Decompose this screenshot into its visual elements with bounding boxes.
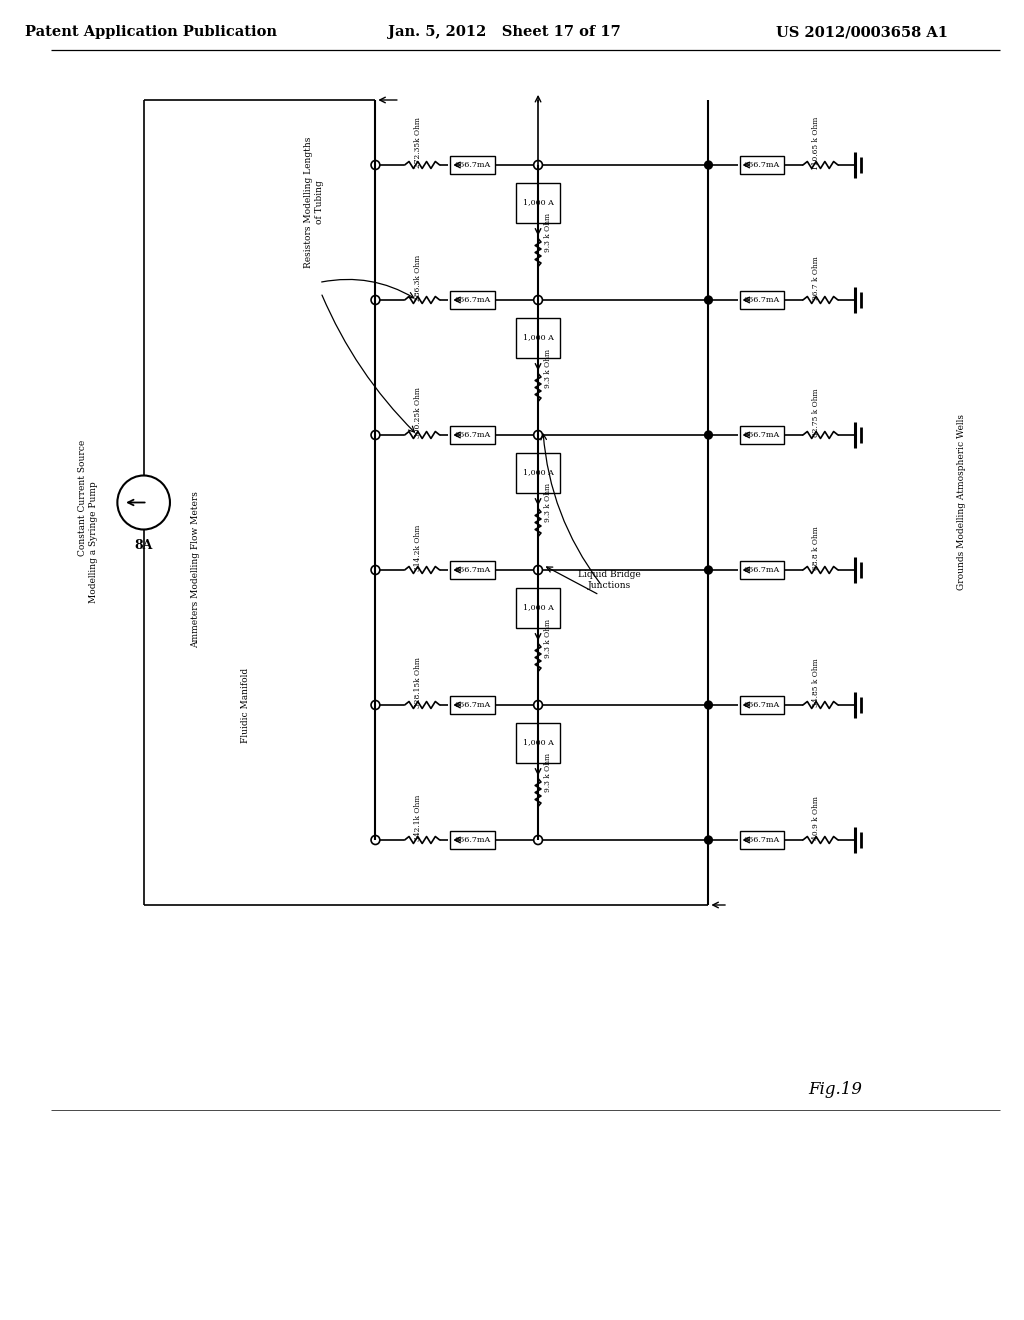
Text: 9.3 k Ohm: 9.3 k Ohm [544, 214, 552, 252]
Text: 96.7 k Ohm: 96.7 k Ohm [812, 256, 820, 300]
Text: 666.7mA: 666.7mA [455, 836, 490, 843]
Text: Constant Current Source: Constant Current Source [78, 440, 87, 556]
Text: Grounds Modelling Atmospheric Wells: Grounds Modelling Atmospheric Wells [957, 414, 967, 590]
Text: 68.8 k Ohm: 68.8 k Ohm [812, 527, 820, 570]
Text: 342.1k Ohm: 342.1k Ohm [414, 795, 422, 841]
Text: 8A: 8A [134, 539, 153, 552]
Text: 1,000 A: 1,000 A [522, 738, 554, 747]
Text: 54.85 k Ohm: 54.85 k Ohm [812, 659, 820, 708]
Circle shape [705, 161, 713, 169]
Text: 300.25k Ohm: 300.25k Ohm [414, 388, 422, 438]
Text: 666.7mA: 666.7mA [743, 701, 780, 709]
Text: Ammeters Modelling Flow Meters: Ammeters Modelling Flow Meters [190, 491, 200, 648]
Text: 1,000 A: 1,000 A [522, 603, 554, 611]
Text: 666.7mA: 666.7mA [455, 566, 490, 574]
Text: 666.7mA: 666.7mA [455, 296, 490, 304]
Text: 666.7mA: 666.7mA [455, 432, 490, 440]
Text: 9.3 k Ohm: 9.3 k Ohm [544, 618, 552, 657]
FancyBboxPatch shape [739, 426, 784, 444]
Text: 9.3 k Ohm: 9.3 k Ohm [544, 483, 552, 523]
Text: 666.7mA: 666.7mA [743, 836, 780, 843]
Text: Fluidic Manifold: Fluidic Manifold [242, 668, 251, 743]
FancyBboxPatch shape [451, 561, 496, 579]
Text: 666.7mA: 666.7mA [743, 566, 780, 574]
Text: Fig.19: Fig.19 [808, 1081, 862, 1098]
FancyBboxPatch shape [739, 290, 784, 309]
FancyBboxPatch shape [451, 696, 496, 714]
Text: 666.7mA: 666.7mA [743, 432, 780, 440]
Text: 110.65 k Ohm: 110.65 k Ohm [812, 116, 820, 170]
Polygon shape [534, 331, 543, 339]
FancyBboxPatch shape [451, 290, 496, 309]
Text: 666.7mA: 666.7mA [455, 701, 490, 709]
Text: US 2012/0003658 A1: US 2012/0003658 A1 [776, 25, 948, 40]
FancyBboxPatch shape [739, 156, 784, 174]
Text: 1,000 A: 1,000 A [522, 198, 554, 206]
FancyBboxPatch shape [451, 832, 496, 849]
FancyBboxPatch shape [516, 587, 560, 627]
FancyBboxPatch shape [516, 453, 560, 492]
Circle shape [705, 836, 713, 843]
Text: Jan. 5, 2012   Sheet 17 of 17: Jan. 5, 2012 Sheet 17 of 17 [388, 25, 621, 40]
Text: 9.3 k Ohm: 9.3 k Ohm [544, 754, 552, 792]
Circle shape [705, 701, 713, 709]
Text: 328.15k Ohm: 328.15k Ohm [414, 657, 422, 709]
Text: 286.3k Ohm: 286.3k Ohm [414, 255, 422, 301]
Polygon shape [534, 466, 543, 475]
FancyBboxPatch shape [739, 561, 784, 579]
Text: 666.7mA: 666.7mA [743, 296, 780, 304]
FancyBboxPatch shape [516, 318, 560, 358]
Text: 82.75 k Ohm: 82.75 k Ohm [812, 388, 820, 437]
FancyBboxPatch shape [451, 426, 496, 444]
FancyBboxPatch shape [739, 696, 784, 714]
Circle shape [705, 296, 713, 304]
Text: 666.7mA: 666.7mA [455, 161, 490, 169]
FancyBboxPatch shape [516, 722, 560, 763]
Text: 666.7mA: 666.7mA [743, 161, 780, 169]
Text: 1,000 A: 1,000 A [522, 469, 554, 477]
Text: 1,000 A: 1,000 A [522, 334, 554, 342]
FancyBboxPatch shape [451, 156, 496, 174]
FancyBboxPatch shape [516, 182, 560, 223]
Polygon shape [534, 195, 543, 205]
Polygon shape [534, 735, 543, 744]
Text: Resistors Modelling Lengths
of Tubing: Resistors Modelling Lengths of Tubing [304, 137, 324, 268]
Circle shape [705, 432, 713, 440]
Text: Modelling a Syringe Pump: Modelling a Syringe Pump [88, 482, 97, 603]
Text: 314.2k Ohm: 314.2k Ohm [414, 525, 422, 572]
Text: Patent Application Publication: Patent Application Publication [26, 25, 278, 40]
Text: 9.3 k Ohm: 9.3 k Ohm [544, 348, 552, 388]
FancyBboxPatch shape [739, 832, 784, 849]
Text: Liquid Bridge
Junctions: Liquid Bridge Junctions [578, 570, 641, 590]
Text: 40.9 k Ohm: 40.9 k Ohm [812, 796, 820, 840]
Text: 272.35k Ohm: 272.35k Ohm [414, 117, 422, 169]
Circle shape [705, 566, 713, 574]
Polygon shape [534, 601, 543, 610]
